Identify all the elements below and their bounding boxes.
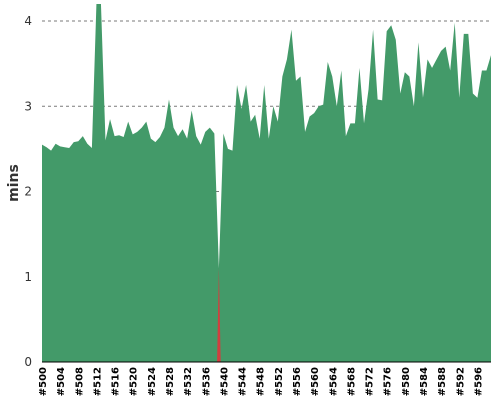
x-tick-label: #548 [256, 367, 267, 396]
x-tick-label: #544 [238, 367, 249, 396]
x-tick-label: #512 [92, 367, 103, 396]
x-tick-label: #516 [111, 367, 122, 396]
x-tick-label: #564 [328, 367, 339, 396]
y-tick-label: 1 [24, 270, 32, 284]
y-axis-ticks: 0 1 2 3 4 [24, 14, 32, 369]
failed-build-marker [217, 268, 221, 362]
x-tick-label: #556 [292, 367, 303, 396]
x-tick-label: #524 [147, 367, 158, 396]
x-tick-label: #552 [274, 367, 285, 396]
x-tick-label: #500 [38, 367, 49, 396]
series-area [42, 4, 491, 362]
x-tick-label: #572 [365, 367, 376, 396]
x-tick-label: #584 [419, 367, 430, 396]
x-tick-label: #508 [74, 367, 85, 396]
x-tick-label: #596 [473, 367, 484, 396]
x-tick-label: #536 [201, 367, 212, 396]
x-tick-label: #592 [455, 367, 466, 396]
y-tick-label: 0 [24, 355, 32, 369]
y-axis-label: mins [6, 164, 22, 202]
x-tick-label: #576 [383, 367, 394, 396]
y-tick-label: 4 [24, 14, 32, 28]
x-tick-label: #588 [437, 367, 448, 396]
x-tick-label: #580 [401, 367, 412, 396]
x-tick-label: #504 [56, 367, 67, 396]
y-tick-label: 2 [24, 185, 32, 199]
x-tick-label: #540 [219, 367, 230, 396]
x-axis-ticks: #500 #504 #508 #512 #516 #520 #524 #528 #532 #536… [38, 367, 484, 396]
y-tick-label: 3 [24, 99, 32, 113]
x-tick-label: #532 [183, 367, 194, 396]
x-tick-label: #560 [310, 367, 321, 396]
x-tick-label: #528 [165, 367, 176, 396]
x-tick-label: #568 [346, 367, 357, 396]
x-tick-label: #520 [129, 367, 140, 396]
duration-area [42, 4, 491, 362]
